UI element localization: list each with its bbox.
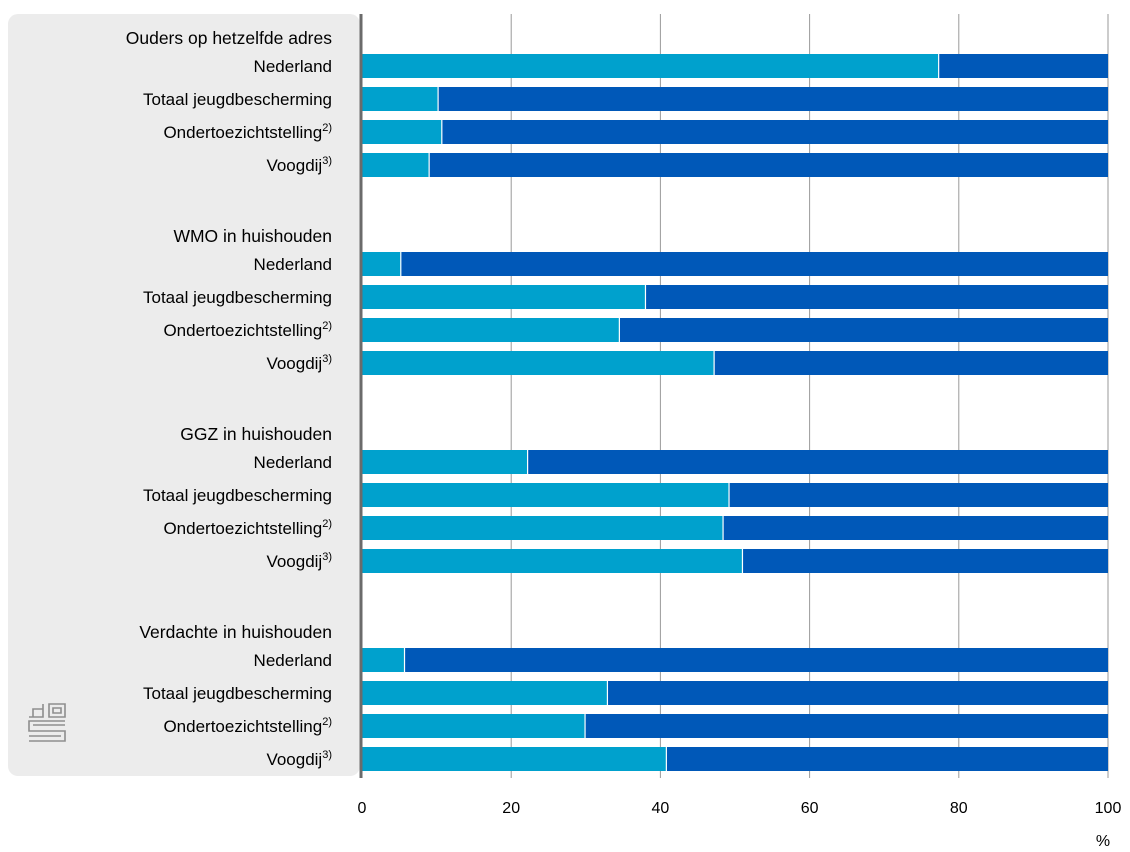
footnote-marker: 2) (322, 716, 332, 728)
bar-segment-yes (362, 714, 586, 738)
bar-segment-no (645, 285, 1108, 309)
bar-segment-no (585, 714, 1108, 738)
bar-segment-yes (362, 285, 646, 309)
category-label: Ondertoezichtstelling2) (163, 320, 332, 340)
bar-segment-no (527, 450, 1108, 474)
category-label: Totaal jeugdbescherming (143, 486, 332, 505)
x-tick-label: 40 (652, 800, 670, 817)
bar-segment-yes (362, 648, 405, 672)
category-label: Voogdij3) (266, 551, 332, 571)
footnote-marker: 2) (322, 518, 332, 530)
x-axis-unit: % (1096, 833, 1110, 850)
cbs-logo-icon (28, 703, 66, 742)
bar-segment-yes (362, 747, 667, 771)
category-label: Nederland (254, 57, 332, 76)
bar-segment-no (441, 120, 1108, 144)
x-tick-label: 0 (358, 800, 367, 817)
footnote-marker: 3) (322, 353, 332, 365)
bar-segment-yes (362, 351, 715, 375)
category-label: Nederland (254, 255, 332, 274)
x-tick-label: 100 (1095, 800, 1122, 817)
category-label-panel (8, 14, 360, 776)
bar-segment-no (404, 648, 1109, 672)
category-label: Nederland (254, 651, 332, 670)
category-label: Totaal jeugdbescherming (143, 288, 332, 307)
bar-segment-no (607, 681, 1108, 705)
bar-segment-yes (362, 120, 442, 144)
x-axis-ticks: 0 20 40 60 80 100 (358, 800, 1122, 817)
bar-segment-yes (362, 54, 939, 78)
bar-segment-no (619, 318, 1108, 342)
bar-segment-yes (362, 549, 743, 573)
bar-segment-no (742, 549, 1108, 573)
footnote-marker: 2) (322, 122, 332, 134)
bar-segment-yes (362, 450, 528, 474)
bars (362, 54, 1109, 771)
group-label: Verdachte in huishouden (139, 622, 332, 642)
x-tick-label: 60 (801, 800, 819, 817)
bar-segment-no (400, 252, 1108, 276)
bar-segment-yes (362, 318, 620, 342)
footnote-marker: 3) (322, 551, 332, 563)
group-label: Ouders op hetzelfde adres (126, 28, 332, 48)
bar-segment-yes (362, 87, 439, 111)
bar-segment-no (723, 516, 1108, 540)
bar-segment-no (666, 747, 1108, 771)
category-label: Voogdij3) (266, 155, 332, 175)
category-label: Totaal jeugdbescherming (143, 90, 332, 109)
footnote-marker: 3) (322, 155, 332, 167)
bar-segment-yes (362, 516, 724, 540)
x-tick-label: 20 (502, 800, 520, 817)
bar-segment-yes (362, 153, 430, 177)
category-label: Voogdij3) (266, 749, 332, 769)
bar-segment-no (429, 153, 1108, 177)
footnote-marker: 2) (322, 320, 332, 332)
category-label: Totaal jeugdbescherming (143, 684, 332, 703)
group-label: GGZ in huishouden (180, 424, 332, 444)
bar-segment-no (438, 87, 1108, 111)
category-label: Ondertoezichtstelling2) (163, 518, 332, 538)
category-label: Ondertoezichtstelling2) (163, 122, 332, 142)
bar-segment-yes (362, 483, 730, 507)
category-label: Ondertoezichtstelling2) (163, 716, 332, 736)
bar-segment-no (729, 483, 1108, 507)
bar-segment-yes (362, 681, 608, 705)
footnote-marker: 3) (322, 749, 332, 761)
bar-segment-yes (362, 252, 401, 276)
category-label: Voogdij3) (266, 353, 332, 373)
category-label: Nederland (254, 453, 332, 472)
bar-segment-no (938, 54, 1108, 78)
category-labels: Ouders op hetzelfde adres Nederland Totaal… (126, 28, 332, 769)
group-label: WMO in huishouden (173, 226, 332, 246)
bar-segment-no (714, 351, 1108, 375)
x-tick-label: 80 (950, 800, 968, 817)
